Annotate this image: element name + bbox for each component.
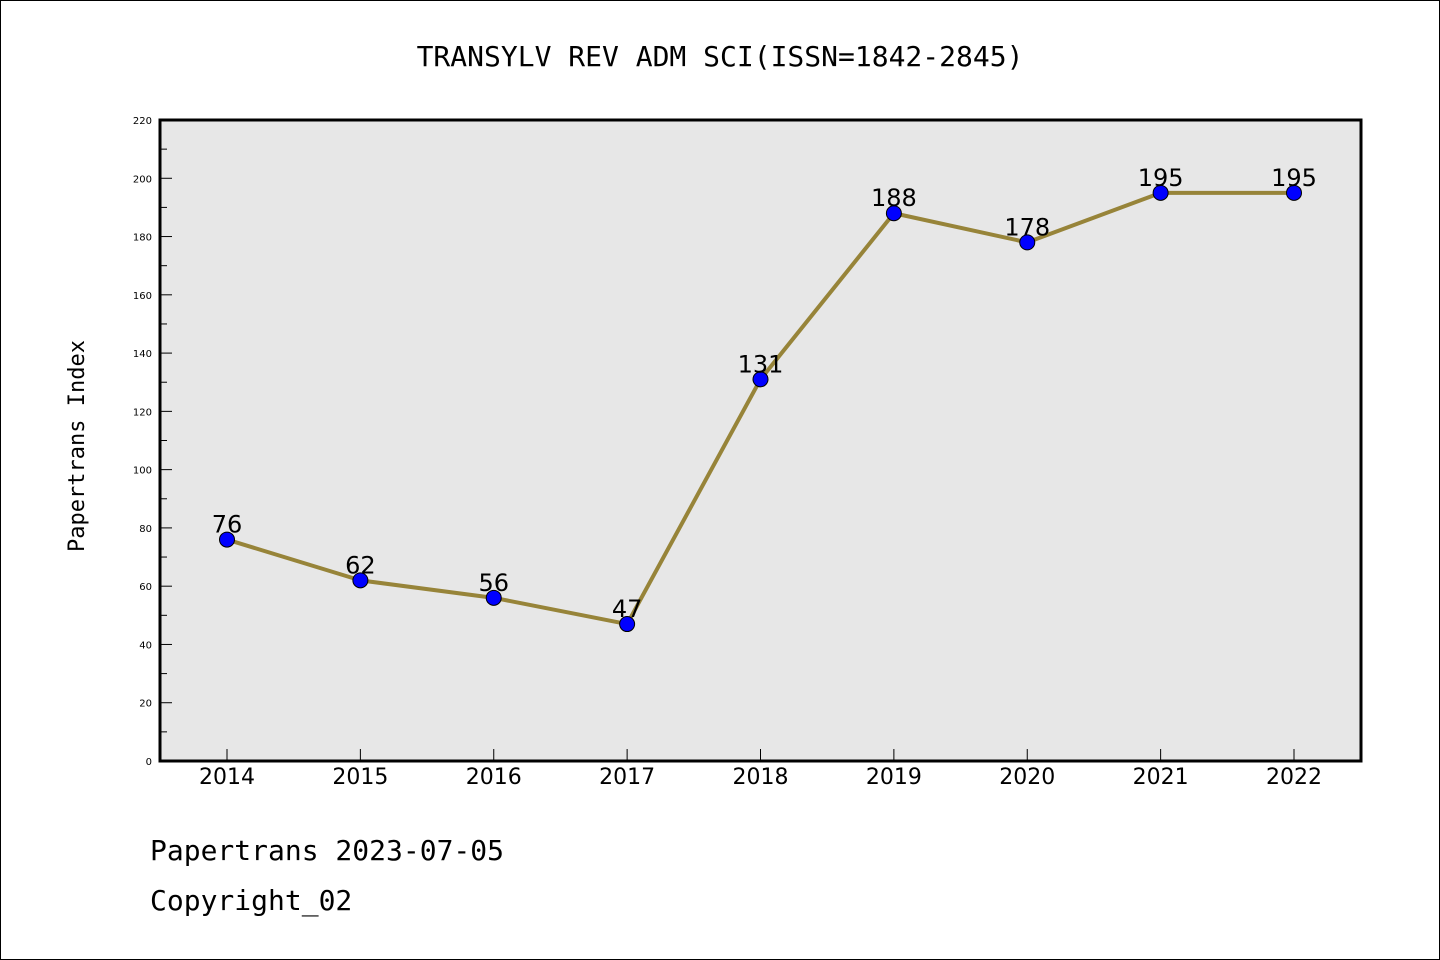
data-label: 195	[1271, 164, 1317, 192]
x-tick-label: 2021	[1133, 765, 1189, 790]
x-tick-label: 2018	[733, 765, 789, 790]
data-label: 178	[1004, 213, 1050, 241]
data-label: 76	[212, 511, 243, 539]
data-label: 188	[871, 184, 917, 212]
y-tick-label: 220	[133, 116, 152, 127]
y-tick-label: 0	[146, 757, 152, 768]
y-tick-label: 80	[139, 524, 152, 535]
y-tick-label: 20	[139, 699, 152, 710]
data-label: 62	[345, 551, 376, 579]
y-axis: 0 20 40 60 80 100 120 140 160 180 200 220	[133, 116, 172, 768]
data-point-marker	[219, 531, 235, 548]
x-tick-label: 2014	[199, 765, 255, 790]
chart-title: TRANSYLV REV ADM SCI(ISSN=1842-2845)	[417, 40, 1024, 73]
y-tick-label: 140	[133, 349, 152, 360]
data-label: 56	[478, 569, 509, 597]
footer-date: Papertrans 2023-07-05	[150, 834, 505, 867]
data-label: 131	[738, 350, 784, 378]
footer-copyright: Copyright_02	[150, 884, 353, 917]
x-tick-label: 2015	[332, 765, 388, 790]
data-point-marker	[1286, 184, 1302, 201]
y-axis-label: Papertrans Index	[65, 340, 90, 552]
x-tick-label: 2019	[866, 765, 922, 790]
data-labels: 76 62 56 47 131 188 178 195 195	[212, 164, 1317, 623]
y-tick-label: 100	[133, 466, 152, 477]
data-point-marker	[619, 616, 636, 633]
data-point-marker	[885, 205, 902, 222]
x-tick-label: 2016	[466, 765, 522, 790]
y-tick-label: 60	[139, 582, 152, 593]
x-tick-label: 2022	[1266, 765, 1322, 790]
y-tick-label: 40	[139, 640, 152, 651]
x-axis: 2014 2015 2016 2017 2018 2019 2020 2021 2022	[199, 749, 1322, 790]
data-point-marker	[752, 371, 769, 388]
y-tick-label: 180	[133, 233, 152, 244]
y-tick-label: 200	[133, 174, 152, 185]
y-tick-label: 120	[133, 407, 152, 418]
plot-area	[158, 118, 1363, 763]
data-point-marker	[485, 589, 502, 606]
x-tick-label: 2020	[999, 765, 1055, 790]
series-line	[219, 184, 1302, 633]
data-label: 47	[612, 595, 643, 623]
data-label: 195	[1138, 164, 1184, 192]
x-tick-label: 2017	[599, 765, 655, 790]
data-point-marker	[1019, 234, 1036, 251]
data-point-marker	[352, 572, 369, 589]
y-tick-label: 160	[133, 291, 152, 302]
data-point-marker	[1152, 184, 1169, 201]
